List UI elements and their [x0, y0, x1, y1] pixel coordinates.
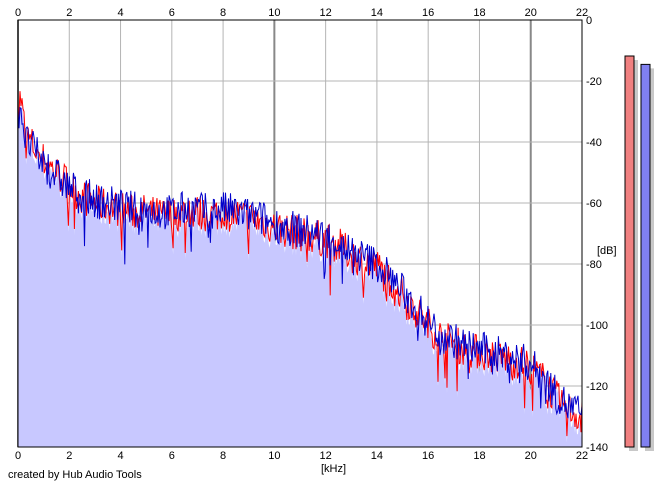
bottom-tick-label-9: 18: [473, 450, 485, 462]
right-tick-label-3: -60: [586, 198, 602, 210]
bottom-tick-label-11: 22: [576, 450, 588, 462]
top-tick-label-10: 20: [525, 7, 537, 19]
right-tick-label-1: -20: [586, 76, 602, 88]
x-axis-label: [kHz]: [321, 463, 346, 475]
top-tick-label-4: 8: [220, 7, 226, 19]
bottom-tick-label-3: 6: [169, 450, 175, 462]
right-tick-label-5: -100: [586, 320, 608, 332]
bottom-tick-label-8: 16: [422, 450, 434, 462]
top-tick-label-8: 16: [422, 7, 434, 19]
bottom-tick-label-5: 10: [268, 450, 280, 462]
bottom-tick-label-4: 8: [220, 450, 226, 462]
top-tick-label-1: 2: [66, 7, 72, 19]
bottom-tick-label-1: 2: [66, 450, 72, 462]
bottom-tick-label-6: 12: [320, 450, 332, 462]
y-axis-label: [dB]: [597, 245, 617, 257]
plot-border: [17, 19, 583, 448]
spectrum-fill-area: [18, 97, 582, 447]
top-tick-label-9: 18: [473, 7, 485, 19]
bottom-tick-label-7: 14: [371, 450, 383, 462]
bottom-axis-ticks: 0 2 4 6 8 10 12 14 16 18 20 22: [15, 450, 588, 462]
right-tick-label-4: -80: [586, 259, 602, 271]
top-tick-label-2: 4: [117, 7, 123, 19]
footer-credit: created by Hub Audio Tools: [8, 469, 142, 481]
series-line-1: [17, 106, 583, 419]
top-tick-label-6: 12: [320, 7, 332, 19]
level-meters: [624, 55, 654, 451]
top-tick-label-0: 0: [15, 7, 21, 19]
top-tick-label-5: 10: [268, 7, 280, 19]
series-layer: [17, 19, 583, 448]
right-tick-label-6: -120: [586, 381, 608, 393]
top-tick-label-3: 6: [169, 7, 175, 19]
bottom-tick-label-0: 0: [15, 450, 21, 462]
top-tick-label-11: 22: [576, 7, 588, 19]
right-tick-label-2: -40: [586, 137, 602, 149]
level-meter-left: [624, 55, 635, 448]
top-tick-label-7: 14: [371, 7, 383, 19]
right-axis-ticks: 0 -20 -40 -60 -80 -100 -120 -140: [586, 15, 608, 454]
bottom-tick-label-10: 20: [525, 450, 537, 462]
right-tick-label-7: -140: [586, 442, 608, 454]
right-tick-label-0: 0: [586, 15, 592, 27]
bottom-tick-label-2: 4: [117, 450, 123, 462]
top-axis-ticks: 0 2 4 6 8 10 12 14 16 18 20 22: [15, 7, 588, 19]
level-meter-right: [640, 63, 651, 448]
